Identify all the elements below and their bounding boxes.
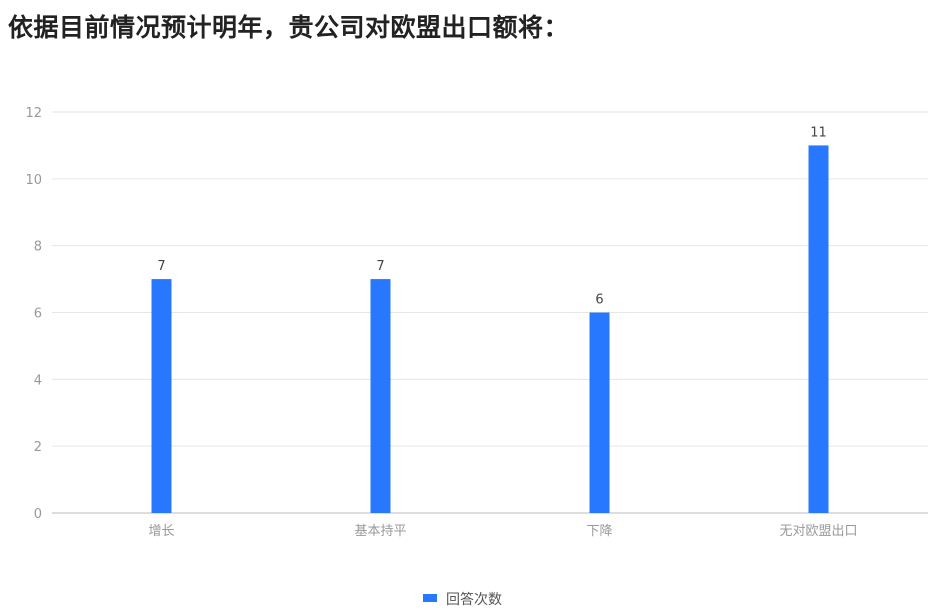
legend-label[interactable]: 回答次数 (446, 591, 502, 608)
data-label: 6 (595, 293, 603, 308)
y-tick-label: 6 (34, 307, 42, 322)
y-tick-label: 8 (34, 240, 42, 255)
bar[interactable] (370, 279, 391, 513)
data-label: 7 (376, 259, 384, 274)
legend-swatch (423, 594, 437, 602)
page-title: 依据目前情况预计明年，贵公司对欧盟出口额将： (8, 13, 570, 42)
data-label: 11 (810, 125, 827, 140)
y-tick-label: 12 (25, 106, 42, 121)
x-tick-label: 基本持平 (354, 524, 406, 539)
y-tick-label: 4 (34, 373, 42, 388)
bar[interactable] (151, 279, 172, 513)
y-tick-label: 10 (25, 173, 42, 188)
x-tick-label: 增长 (148, 524, 174, 539)
y-tick-label: 2 (34, 440, 42, 455)
bar[interactable] (589, 312, 610, 514)
data-label: 7 (157, 259, 165, 274)
y-tick-label: 0 (34, 507, 42, 522)
x-tick-label: 无对欧盟出口 (779, 524, 857, 539)
x-tick-label: 下降 (586, 524, 612, 539)
bar[interactable] (808, 145, 829, 513)
